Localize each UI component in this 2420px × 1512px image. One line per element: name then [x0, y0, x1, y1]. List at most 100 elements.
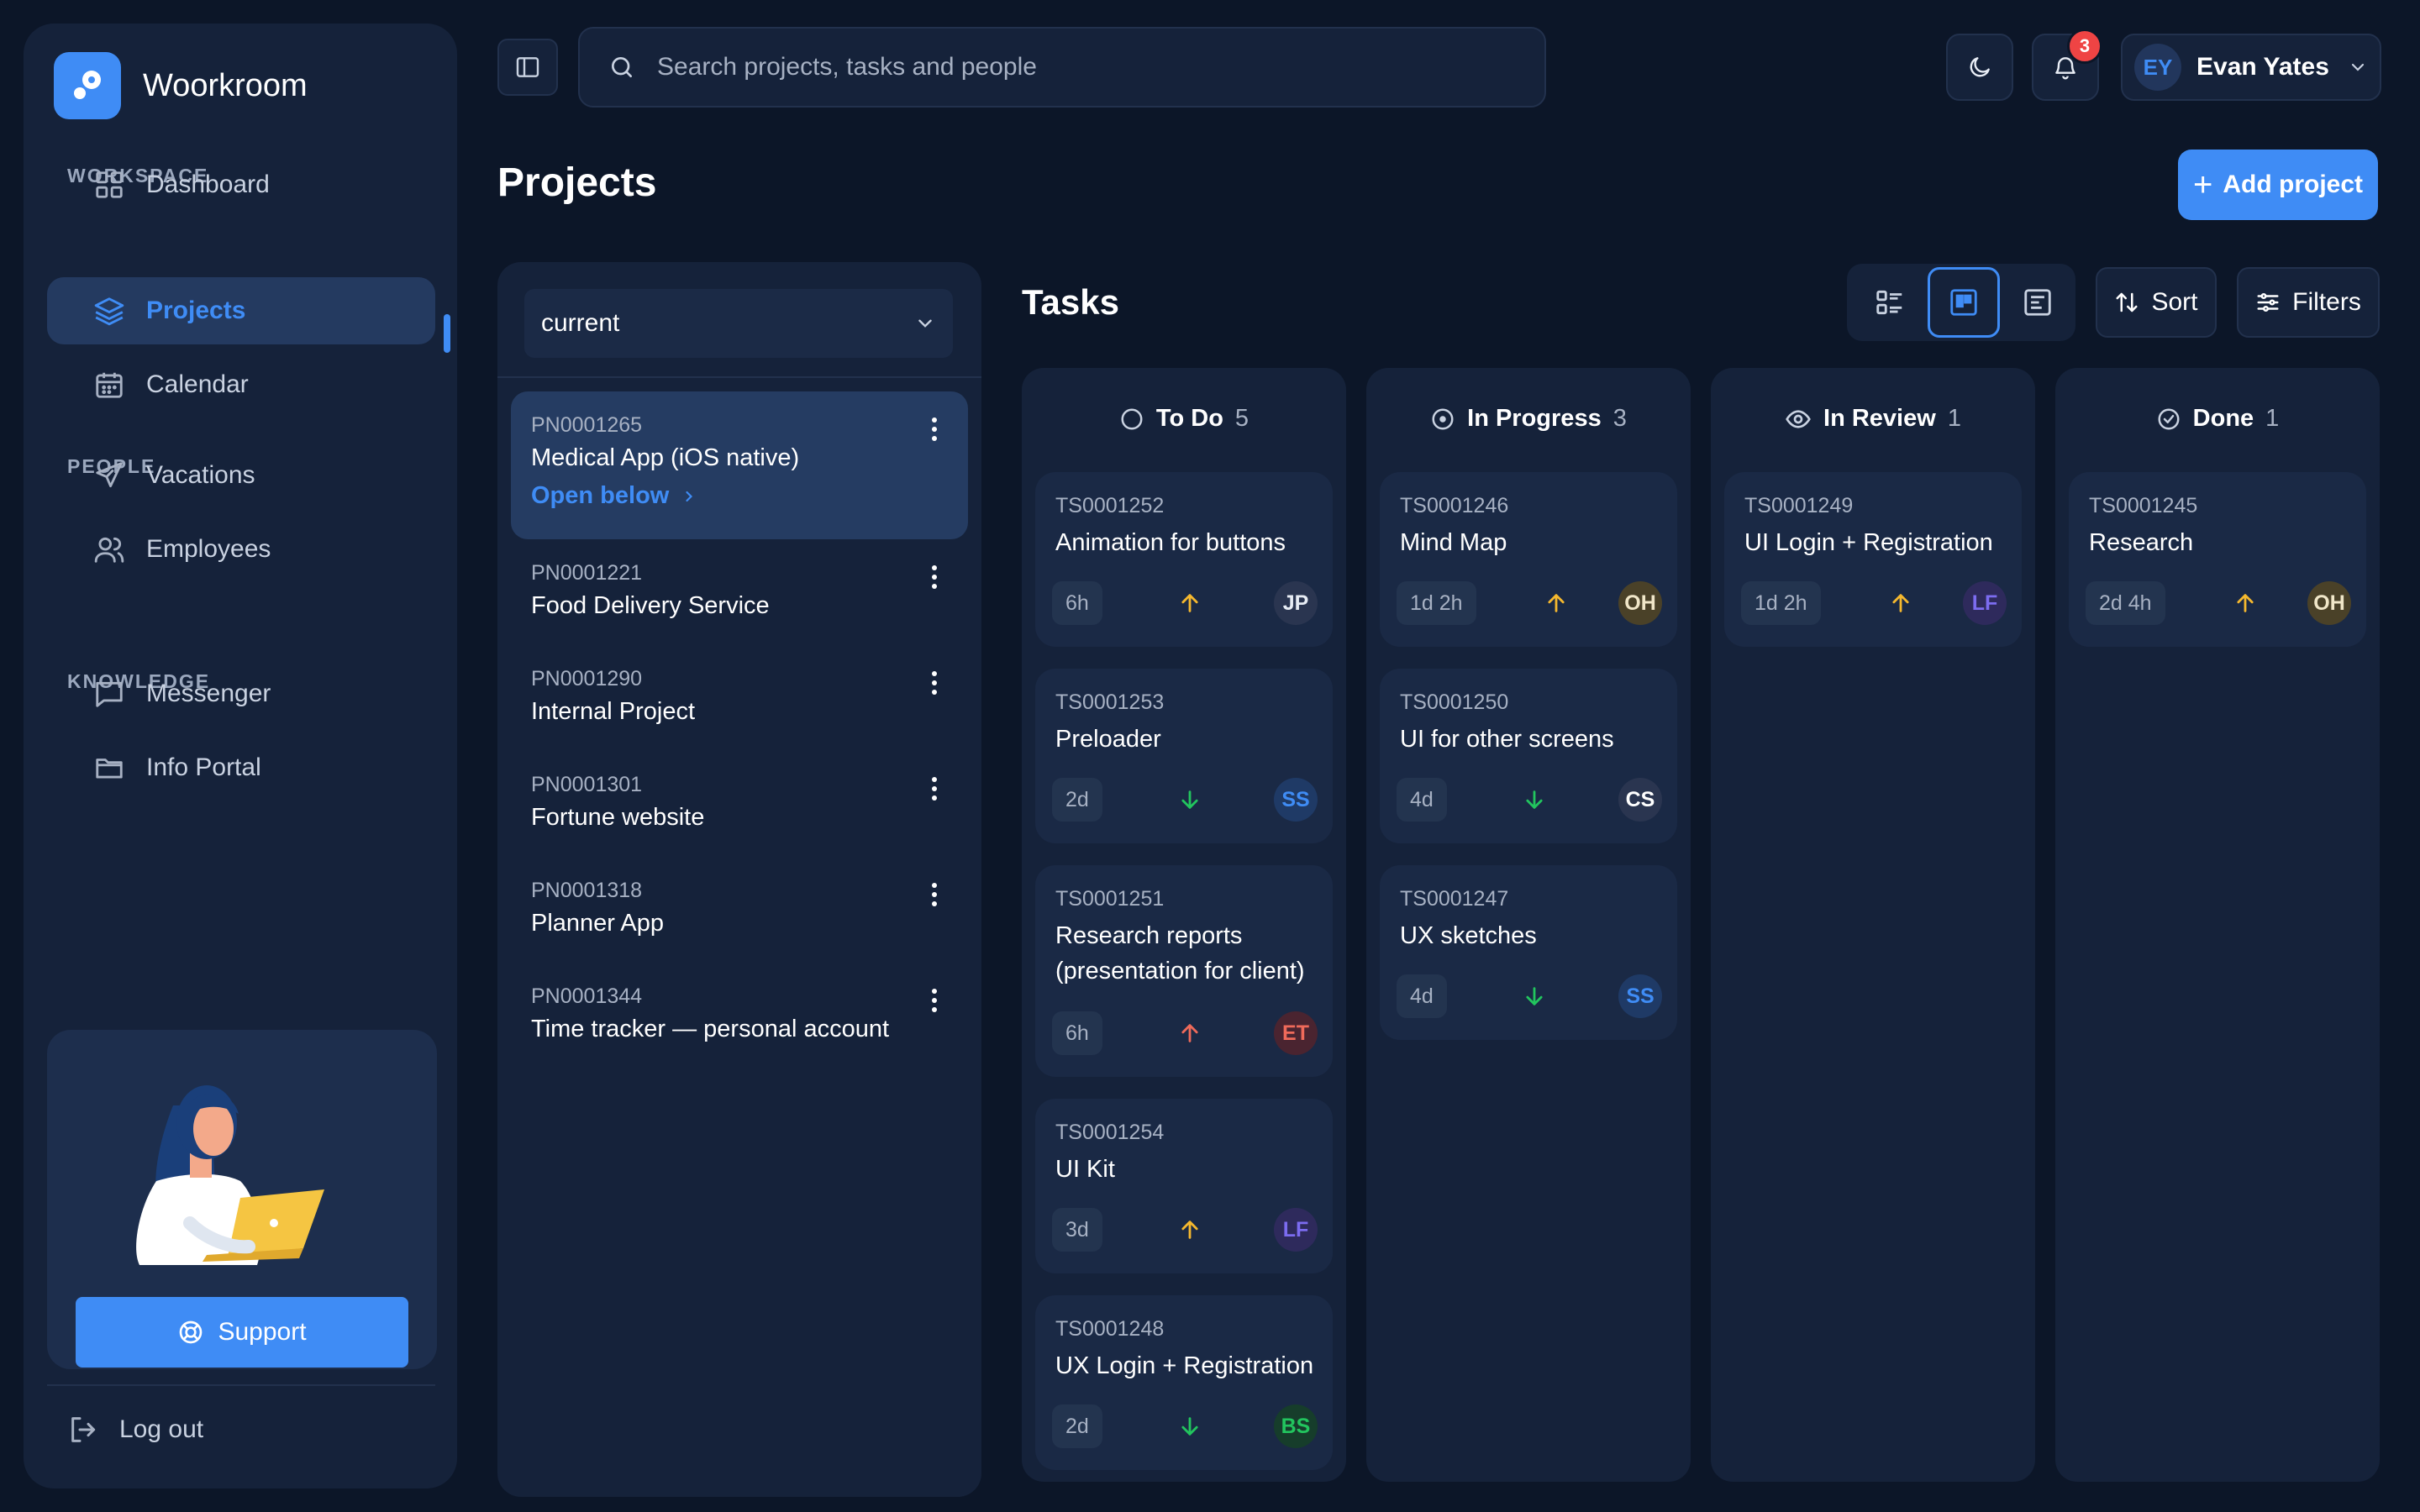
column-count: 5 [1234, 405, 1249, 432]
more-vertical-icon[interactable] [931, 417, 938, 442]
arrow-up-icon [1889, 591, 1912, 615]
column-in-progress: In Progress 3 TS0001246 Mind Map 1d 2h O… [1366, 368, 1691, 1482]
column-title: Done [2192, 405, 2254, 432]
more-vertical-icon[interactable] [931, 776, 938, 801]
project-item[interactable]: PN0001290 Internal Project [511, 645, 968, 744]
sidebar-item-vacations[interactable]: Vacations [47, 442, 435, 509]
board-view-button[interactable] [1928, 267, 2000, 338]
active-indicator [444, 314, 450, 353]
project-item[interactable]: PN0001318 Planner App [511, 857, 968, 956]
open-below-link[interactable]: Open below [531, 482, 968, 510]
theme-toggle-button[interactable] [1946, 34, 2013, 101]
column-in-review: In Review 1 TS0001249 UI Login + Registr… [1711, 368, 2035, 1482]
estimate-badge: 3d [1052, 1208, 1102, 1252]
avatar: CS [1618, 778, 1662, 822]
logout-button[interactable]: Log out [67, 1413, 203, 1446]
sidebar-item-employees[interactable]: Employees [47, 516, 435, 583]
sidebar-toggle-button[interactable] [497, 39, 558, 96]
avatar: SS [1274, 778, 1318, 822]
column-todo: To Do 5 TS0001252 Animation for buttons … [1022, 368, 1346, 1482]
project-name: Food Delivery Service [531, 592, 770, 619]
task-id: TS0001249 [1744, 494, 1854, 517]
task-card[interactable]: TS0001246 Mind Map 1d 2h OH [1380, 472, 1677, 647]
user-name: Evan Yates [2196, 53, 2329, 81]
task-name: UI Kit [1055, 1156, 1115, 1183]
sidebar-item-calendar[interactable]: Calendar [47, 351, 435, 418]
add-project-button[interactable]: + Add project [2178, 150, 2378, 220]
logout-icon [67, 1413, 101, 1446]
add-project-label: Add project [2223, 171, 2364, 198]
avatar: ET [1274, 1011, 1318, 1055]
calendar-icon [91, 366, 128, 403]
brand[interactable]: Woorkroom [54, 52, 308, 119]
task-card[interactable]: TS0001252 Animation for buttons 6h JP [1035, 472, 1333, 647]
task-id: TS0001248 [1055, 1317, 1165, 1341]
task-id: TS0001254 [1055, 1121, 1165, 1144]
more-vertical-icon[interactable] [931, 988, 938, 1013]
task-name: UX Login + Registration [1055, 1352, 1314, 1379]
project-id: PN0001290 [531, 667, 643, 690]
list-view-icon [1874, 286, 1906, 318]
projects-panel: current PN0001265 Medical App (iOS nativ… [497, 262, 981, 1497]
task-card[interactable]: TS0001253 Preloader 2d SS [1035, 669, 1333, 843]
task-card[interactable]: TS0001251 Research reports (presentation… [1035, 865, 1333, 1077]
estimate-badge: 6h [1052, 581, 1102, 625]
more-vertical-icon[interactable] [931, 882, 938, 907]
project-item[interactable]: PN0001265 Medical App (iOS native) Open … [511, 391, 968, 539]
sidebar-item-messenger[interactable]: Messenger [47, 660, 435, 727]
open-below-label: Open below [531, 482, 670, 509]
task-card[interactable]: TS0001248 UX Login + Registration 2d BS [1035, 1295, 1333, 1470]
task-card[interactable]: TS0001247 UX sketches 4d SS [1380, 865, 1677, 1040]
sidebar-item-label: Info Portal [146, 753, 261, 781]
sidebar-item-info-portal[interactable]: Info Portal [47, 734, 435, 801]
sidebar-item-label: Projects [146, 297, 246, 324]
task-name: UI Login + Registration [1744, 529, 1993, 556]
sidebar-item-dashboard[interactable]: Dashboard [47, 151, 435, 218]
estimate-badge: 4d [1397, 778, 1447, 822]
task-card[interactable]: TS0001254 UI Kit 3d LF [1035, 1099, 1333, 1273]
board-view-icon [1948, 286, 1980, 318]
project-item[interactable]: PN0001221 Food Delivery Service [511, 539, 968, 638]
section-label-workspace: WORKSPACE [67, 165, 209, 186]
timeline-view-button[interactable] [2002, 267, 2074, 338]
layers-icon [91, 292, 128, 329]
view-switcher [1847, 264, 2075, 341]
project-filter-select[interactable]: current [524, 289, 953, 358]
estimate-badge: 4d [1397, 974, 1447, 1018]
more-vertical-icon[interactable] [931, 670, 938, 696]
avatar: OH [1618, 581, 1662, 625]
project-item[interactable]: PN0001301 Fortune website [511, 751, 968, 850]
column-title: In Progress [1467, 405, 1602, 432]
task-card[interactable]: TS0001245 Research 2d 4h OH [2069, 472, 2366, 647]
support-button[interactable]: Support [76, 1297, 408, 1368]
filters-button[interactable]: Filters [2237, 267, 2380, 338]
user-menu-button[interactable]: EY Evan Yates [2121, 34, 2381, 101]
check-circle-icon [2156, 407, 2181, 432]
folder-icon [91, 749, 128, 786]
estimate-badge: 6h [1052, 1011, 1102, 1055]
project-name: Internal Project [531, 698, 696, 725]
avatar: BS [1274, 1404, 1318, 1448]
project-name: Planner App [531, 910, 665, 937]
project-filter-value: current [541, 309, 620, 337]
task-id: TS0001246 [1400, 494, 1509, 517]
chevron-down-icon [914, 312, 936, 334]
search-input[interactable] [657, 53, 1497, 81]
task-name: UX sketches [1400, 922, 1537, 949]
arrow-up-icon [2233, 591, 2257, 615]
project-name: Time tracker — personal account [531, 1016, 890, 1042]
more-vertical-icon[interactable] [931, 564, 938, 590]
project-id: PN0001318 [531, 879, 643, 902]
eye-icon [1785, 406, 1812, 433]
sort-icon [2114, 290, 2139, 315]
task-card[interactable]: TS0001250 UI for other screens 4d CS [1380, 669, 1677, 843]
plus-icon: + [2192, 166, 2213, 203]
sidebar-item-projects[interactable]: Projects [47, 277, 435, 344]
column-count: 1 [1947, 405, 1961, 432]
list-view-button[interactable] [1854, 267, 1926, 338]
search-bar[interactable] [578, 27, 1546, 108]
project-item[interactable]: PN0001344 Time tracker — personal accoun… [511, 963, 968, 1062]
sort-button[interactable]: Sort [2096, 267, 2217, 338]
task-card[interactable]: TS0001249 UI Login + Registration 1d 2h … [1724, 472, 2022, 647]
arrow-down-icon [1178, 788, 1202, 811]
